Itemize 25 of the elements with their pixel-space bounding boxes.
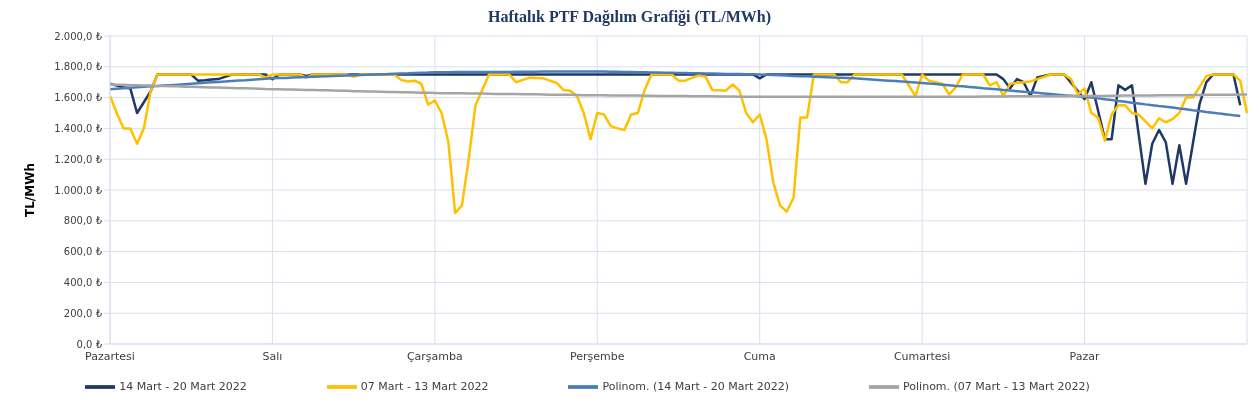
chart-title: Haftalık PTF Dağılım Grafiği (TL/MWh): [487, 8, 772, 28]
x-tick-label: Pazartesi: [85, 349, 135, 363]
y-tick-label: 400,0 ₺: [63, 276, 103, 288]
legend-label: 14 Mart - 20 Mart 2022: [119, 380, 247, 393]
y-tick-label: 800,0 ₺: [63, 215, 103, 227]
y-tick-label: 1.600,0 ₺: [54, 92, 103, 104]
x-tick-label: Perşembe: [570, 349, 625, 363]
x-tick-label: Cumartesi: [893, 349, 951, 363]
y-tick-label: 200,0 ₺: [63, 307, 103, 319]
legend-label: 07 Mart - 13 Mart 2022: [360, 380, 489, 393]
x-tick-label: Salı: [262, 349, 283, 363]
y-tick-label: 1.000,0 ₺: [54, 184, 103, 196]
legend-label: Polinom. (07 Mart - 13 Mart 2022): [903, 380, 1090, 393]
x-tick-label: Pazar: [1069, 349, 1101, 363]
y-tick-label: 2.000,0 ₺: [54, 30, 103, 42]
y-tick-label: 600,0 ₺: [63, 246, 103, 258]
line-series: [108, 70, 1242, 118]
x-tick-label: Çarşamba: [406, 349, 463, 363]
legend-label: Polinom. (14 Mart - 20 Mart 2022): [602, 380, 790, 393]
y-tick-label: 0,0 ₺: [76, 338, 103, 350]
y-axis-title: TL/MWh: [23, 163, 38, 217]
y-tick-label: 1.800,0 ₺: [54, 61, 103, 73]
y-tick-label: 1.400,0 ₺: [54, 122, 103, 134]
y-tick-label: 1.200,0 ₺: [54, 153, 103, 165]
x-tick-label: Cuma: [743, 349, 776, 363]
